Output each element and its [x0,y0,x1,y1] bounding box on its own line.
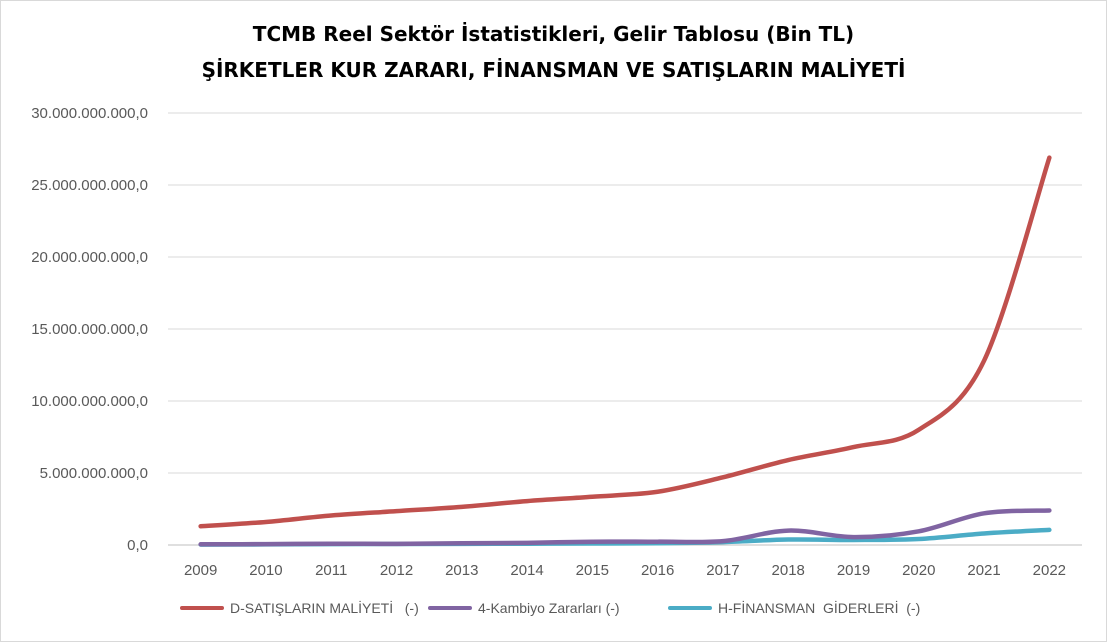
legend-label: 4-Kambiyo Zararları (-) [478,600,620,616]
chart-subtitle: ŞİRKETLER KUR ZARARI, FİNANSMAN VE SATIŞ… [201,58,906,82]
x-tick-label: 2015 [576,562,609,579]
y-tick-label: 20.000.000.000,0 [31,249,148,266]
legend-label: H-FİNANSMAN GİDERLERİ (-) [718,600,921,616]
legend-swatch [668,606,712,610]
series-line-satislarin-maliyeti [198,155,1052,529]
legend-item-satislarin-maliyeti: D-SATIŞLARIN MALİYETİ (-) [180,600,419,616]
y-tick-label: 15.000.000.000,0 [31,321,148,338]
gridlines [168,112,1082,546]
y-tick-label: 5.000.000.000,0 [40,465,148,482]
series-lines [198,155,1052,547]
x-tick-label: 2010 [249,562,282,579]
x-tick-label: 2018 [772,562,805,579]
y-tick-label: 10.000.000.000,0 [31,393,148,410]
legend-item-finansman-giderleri: H-FİNANSMAN GİDERLERİ (-) [668,600,920,616]
x-tick-label: 2011 [315,562,347,579]
y-tick-label: 30.000.000.000,0 [31,105,148,122]
x-axis-ticks: 2009 2010 2011 2012 2013 2014 2015 2016 2017 2018… [184,562,1066,579]
x-tick-label: 2013 [445,562,478,579]
x-tick-label: 2012 [380,562,413,579]
legend-label: D-SATIŞLARIN MALİYETİ (-) [230,600,419,616]
x-tick-label: 2017 [706,562,739,579]
series-line-kambiyo-zararlari [198,508,1052,547]
legend-swatch [428,606,472,610]
x-tick-label: 2014 [510,562,543,579]
x-tick-label: 2020 [902,562,935,579]
x-tick-label: 2021 [967,562,1000,579]
legend-item-kambiyo-zararlari: 4-Kambiyo Zararları (-) [428,600,620,616]
x-tick-label: 2022 [1033,562,1066,579]
y-axis-ticks: 0,0 5.000.000.000,0 10.000.000.000,0 15.000… [31,105,148,554]
chart-title: TCMB Reel Sektör İstatistikleri, Gelir T… [252,22,855,46]
legend: D-SATIŞLARIN MALİYETİ (-) 4-Kambiyo Zara… [0,600,1107,624]
x-tick-label: 2019 [837,562,870,579]
y-tick-label: 0,0 [127,537,148,554]
x-tick-label: 2016 [641,562,674,579]
y-tick-label: 25.000.000.000,0 [31,177,148,194]
x-tick-label: 2009 [184,562,217,579]
legend-swatch [180,606,224,610]
